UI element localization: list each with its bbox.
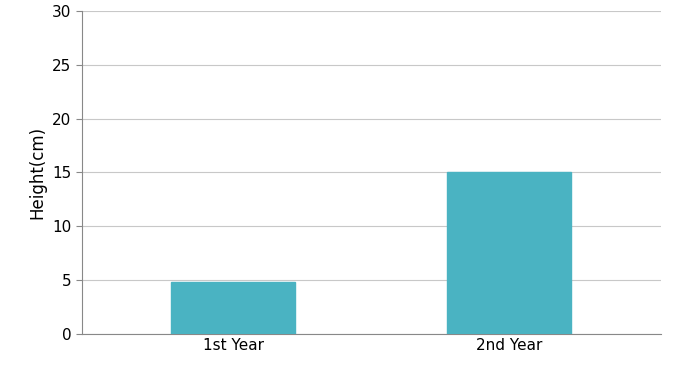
Bar xyxy=(447,172,571,334)
Y-axis label: Height(cm): Height(cm) xyxy=(29,126,46,219)
Bar xyxy=(172,282,296,334)
